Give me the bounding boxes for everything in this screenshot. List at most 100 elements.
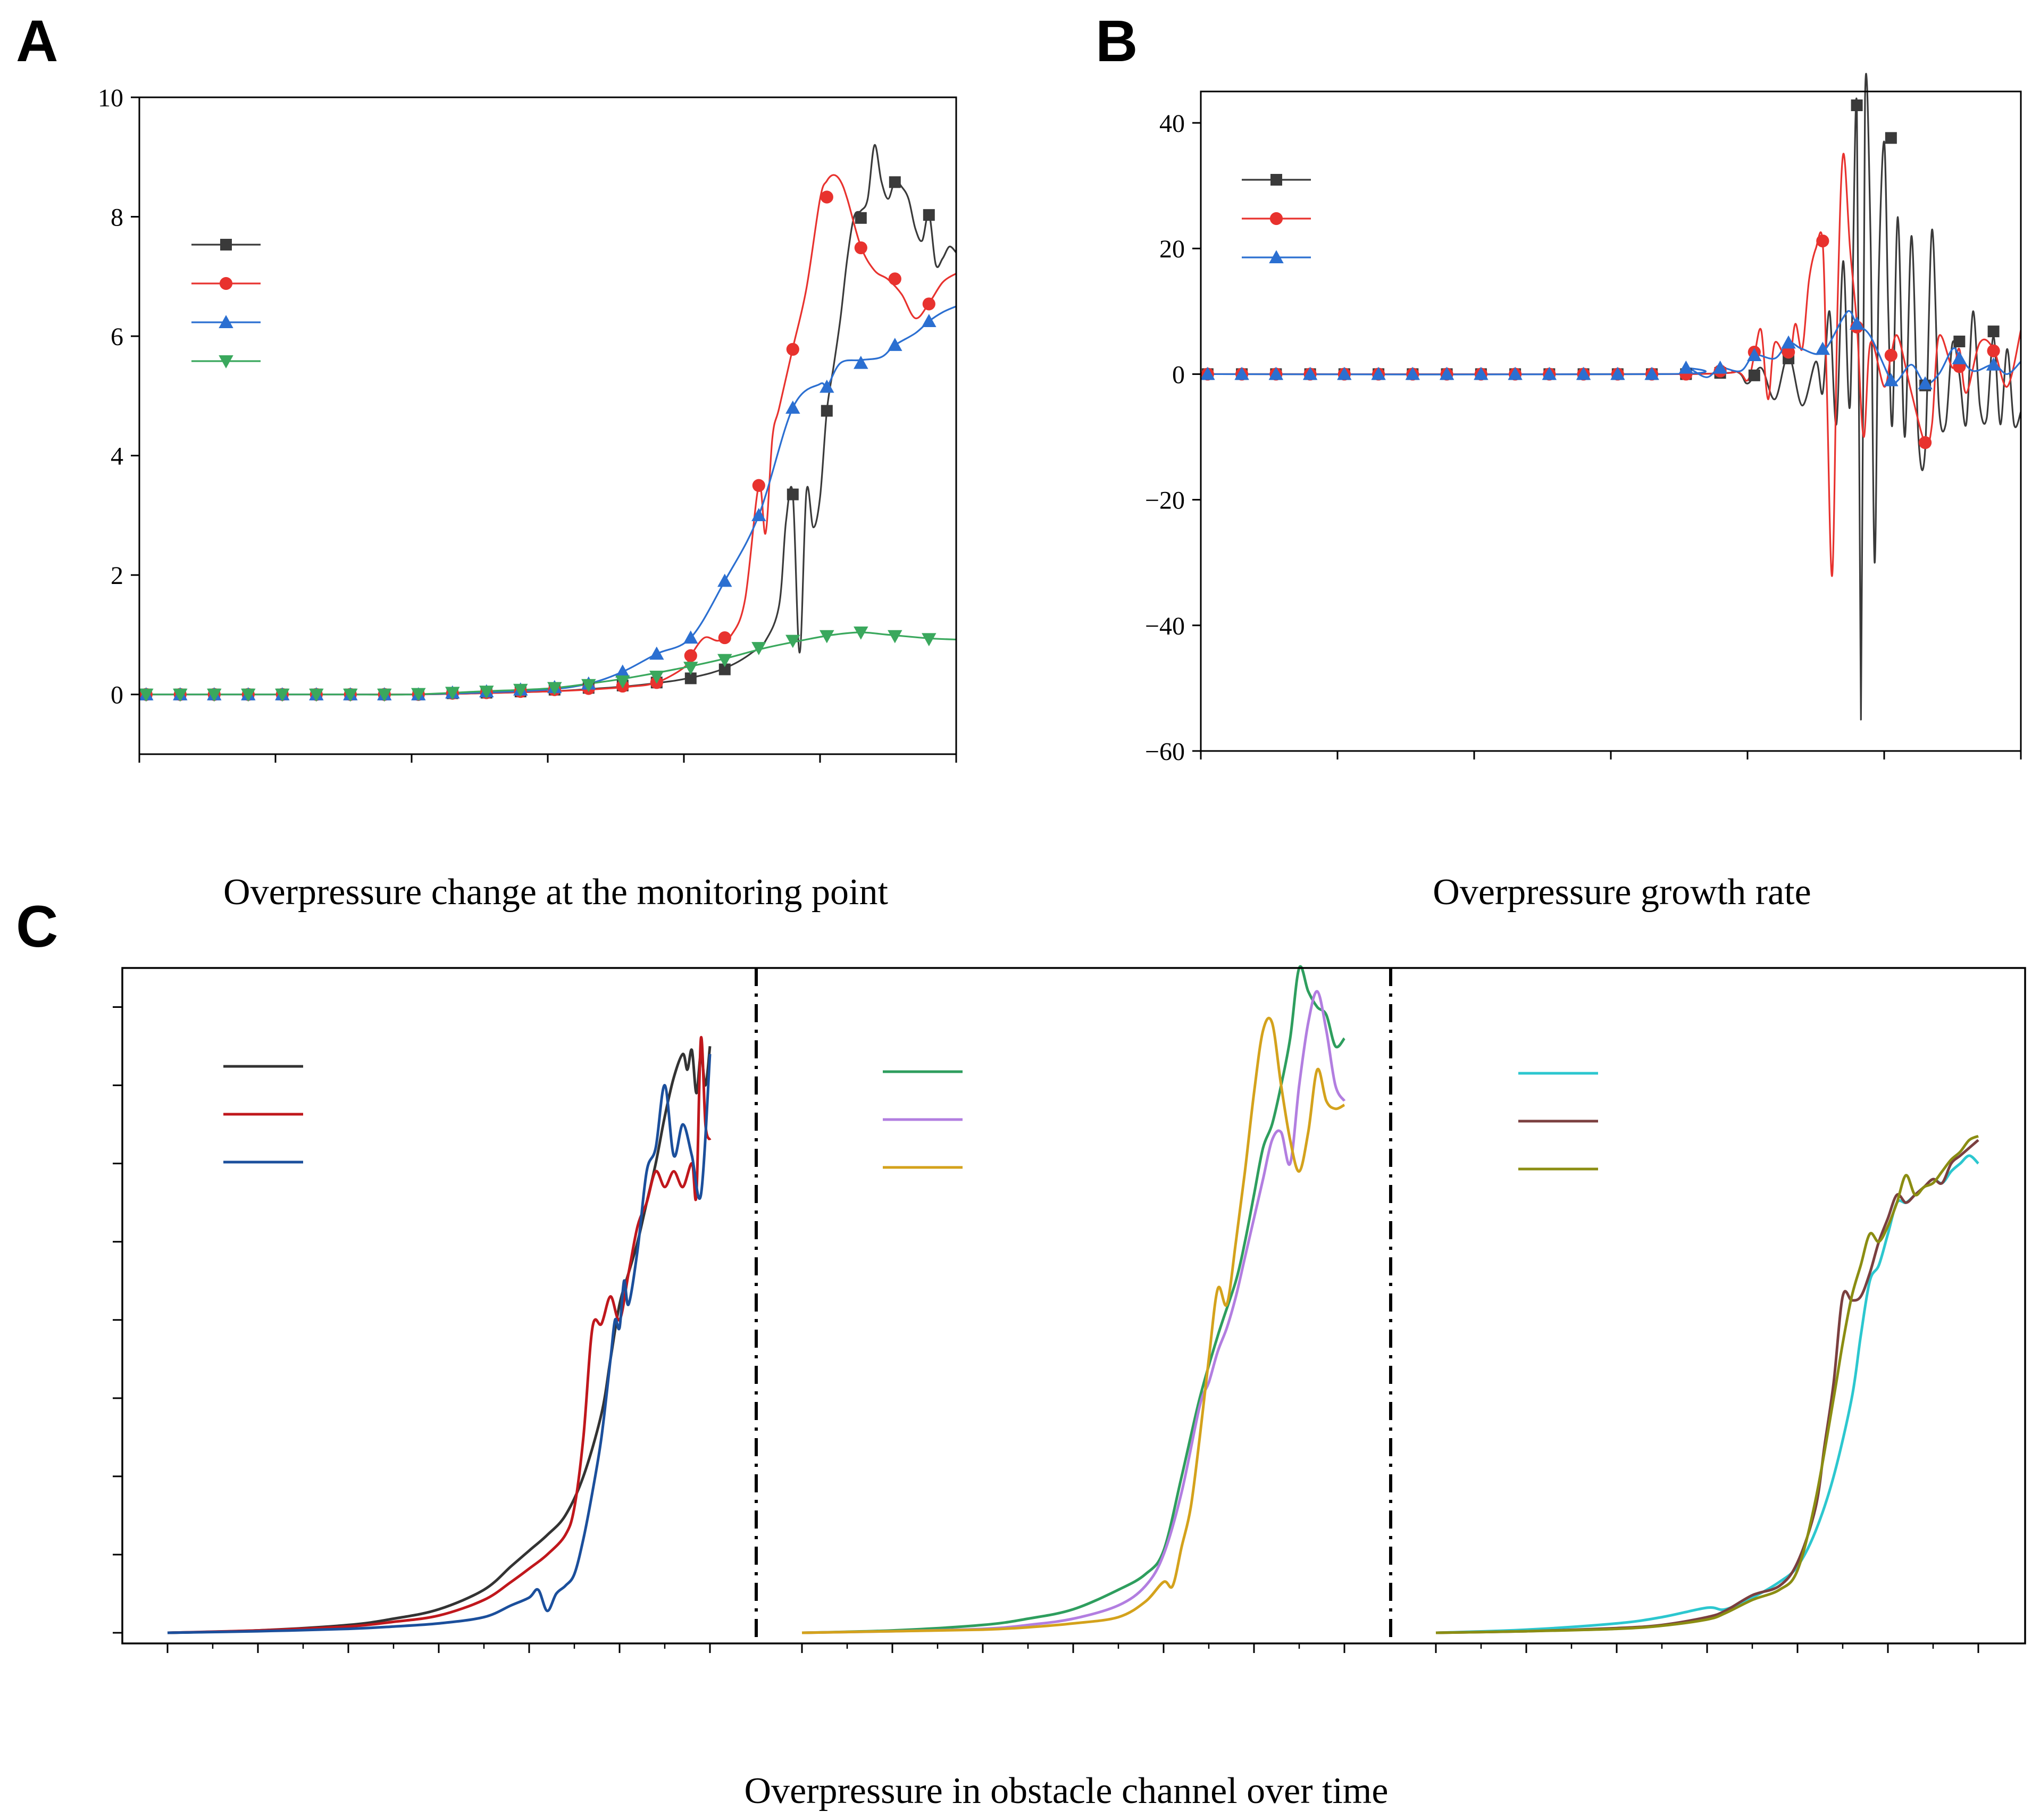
data-point xyxy=(888,338,902,351)
y-tick-label: 4 xyxy=(111,443,123,471)
data-point xyxy=(615,675,630,689)
data-point xyxy=(207,688,222,702)
data-point xyxy=(1987,344,2000,357)
data-point xyxy=(888,272,901,286)
data-point xyxy=(1781,335,1796,349)
data-point xyxy=(820,379,834,393)
data-point xyxy=(1953,336,1966,348)
legend-marker xyxy=(1269,212,1283,226)
data-point xyxy=(1576,366,1591,380)
data-point xyxy=(479,686,494,699)
series-line-case3-obstacle1 xyxy=(1435,1154,1979,1634)
data-point xyxy=(377,688,392,702)
data-point xyxy=(513,683,528,697)
plot-frame xyxy=(121,967,2026,1644)
y-tick-label: 8 xyxy=(111,204,123,232)
legend-marker xyxy=(1270,174,1282,186)
data-point xyxy=(785,400,800,414)
y-tick-label: 10 xyxy=(98,84,123,112)
data-point xyxy=(854,626,868,640)
series-line-case1-obstacle2 xyxy=(167,1036,712,1634)
series-line-case2-obstacle1 xyxy=(801,965,1345,1634)
y-tick-label: 20 xyxy=(1159,235,1185,263)
data-point xyxy=(923,209,935,221)
data-point xyxy=(821,405,833,417)
data-point xyxy=(411,688,426,702)
series-line-case3-obstacle2 xyxy=(1435,1139,1979,1634)
data-point xyxy=(854,355,868,369)
data-point xyxy=(1474,366,1489,380)
data-point xyxy=(309,688,324,702)
series-line-case1-obstacle1 xyxy=(167,1046,712,1634)
data-point xyxy=(1849,316,1865,330)
series-line-case3 xyxy=(1200,310,2022,386)
data-point xyxy=(718,631,731,645)
data-point xyxy=(1884,373,1899,387)
legend-marker xyxy=(220,239,232,251)
data-point xyxy=(649,646,664,660)
data-point xyxy=(1748,369,1760,381)
data-point xyxy=(1371,366,1386,380)
data-point xyxy=(717,654,732,667)
data-point xyxy=(581,679,596,692)
data-point xyxy=(1405,366,1420,380)
data-point xyxy=(683,630,698,644)
y-tick-label: 2 xyxy=(111,562,123,590)
data-point xyxy=(888,630,902,644)
data-point xyxy=(820,630,834,644)
series-line-case2-obstacle2 xyxy=(801,990,1346,1634)
data-point xyxy=(683,662,698,675)
y-tick-label: 6 xyxy=(111,323,123,351)
series-line-case1-obstacle3 xyxy=(167,1054,712,1634)
data-point xyxy=(445,687,460,700)
data-point xyxy=(922,314,937,328)
data-point xyxy=(855,212,867,224)
data-point xyxy=(820,190,833,204)
series-line-case2 xyxy=(1200,153,2022,577)
data-point xyxy=(1542,366,1557,380)
data-point xyxy=(1885,132,1897,144)
data-point xyxy=(1200,366,1215,380)
panel-letter-b: B xyxy=(1096,9,1138,74)
series-line-case1 xyxy=(1200,72,2022,721)
y-tick-label: 0 xyxy=(1172,361,1185,389)
data-point xyxy=(1678,360,1694,374)
panel-a-chart: 0 2 4 6 8 10 xyxy=(98,84,957,763)
y-tick-label: −40 xyxy=(1145,612,1185,640)
data-point xyxy=(751,508,766,521)
data-point xyxy=(854,241,867,255)
data-point xyxy=(1508,366,1523,380)
data-point xyxy=(684,649,697,662)
data-point xyxy=(1439,366,1454,380)
caption-panel-c: Overpressure in obstacle channel over ti… xyxy=(745,1771,1389,1811)
y-tick-label: 40 xyxy=(1159,110,1185,138)
data-point xyxy=(1952,351,1967,364)
series-line-case1 xyxy=(139,144,957,696)
legend-marker xyxy=(219,277,233,290)
data-point xyxy=(1919,436,1932,449)
series-line-case2-obstacle3 xyxy=(801,1016,1345,1634)
data-point xyxy=(1816,234,1829,248)
legend-marker xyxy=(1269,250,1284,263)
data-point xyxy=(547,682,562,696)
data-point xyxy=(1337,366,1352,380)
caption-panel-b: Overpressure growth rate xyxy=(1433,872,1811,913)
series-line-case2 xyxy=(139,174,957,696)
data-point xyxy=(1610,366,1625,380)
data-point xyxy=(1987,325,2000,338)
data-point xyxy=(1234,366,1249,380)
data-point xyxy=(751,642,766,655)
data-point xyxy=(787,488,799,500)
data-point xyxy=(1918,376,1933,390)
panel-b-chart: −60 −40 −20 0 20 40 xyxy=(1145,72,2022,766)
y-tick-label: −20 xyxy=(1145,487,1185,515)
data-point xyxy=(275,688,290,702)
data-point xyxy=(139,688,154,702)
data-point xyxy=(1782,345,1795,359)
data-point xyxy=(1268,366,1284,380)
data-point xyxy=(615,664,630,678)
data-point xyxy=(1815,341,1830,355)
data-point xyxy=(1884,348,1897,362)
data-point xyxy=(717,573,732,587)
